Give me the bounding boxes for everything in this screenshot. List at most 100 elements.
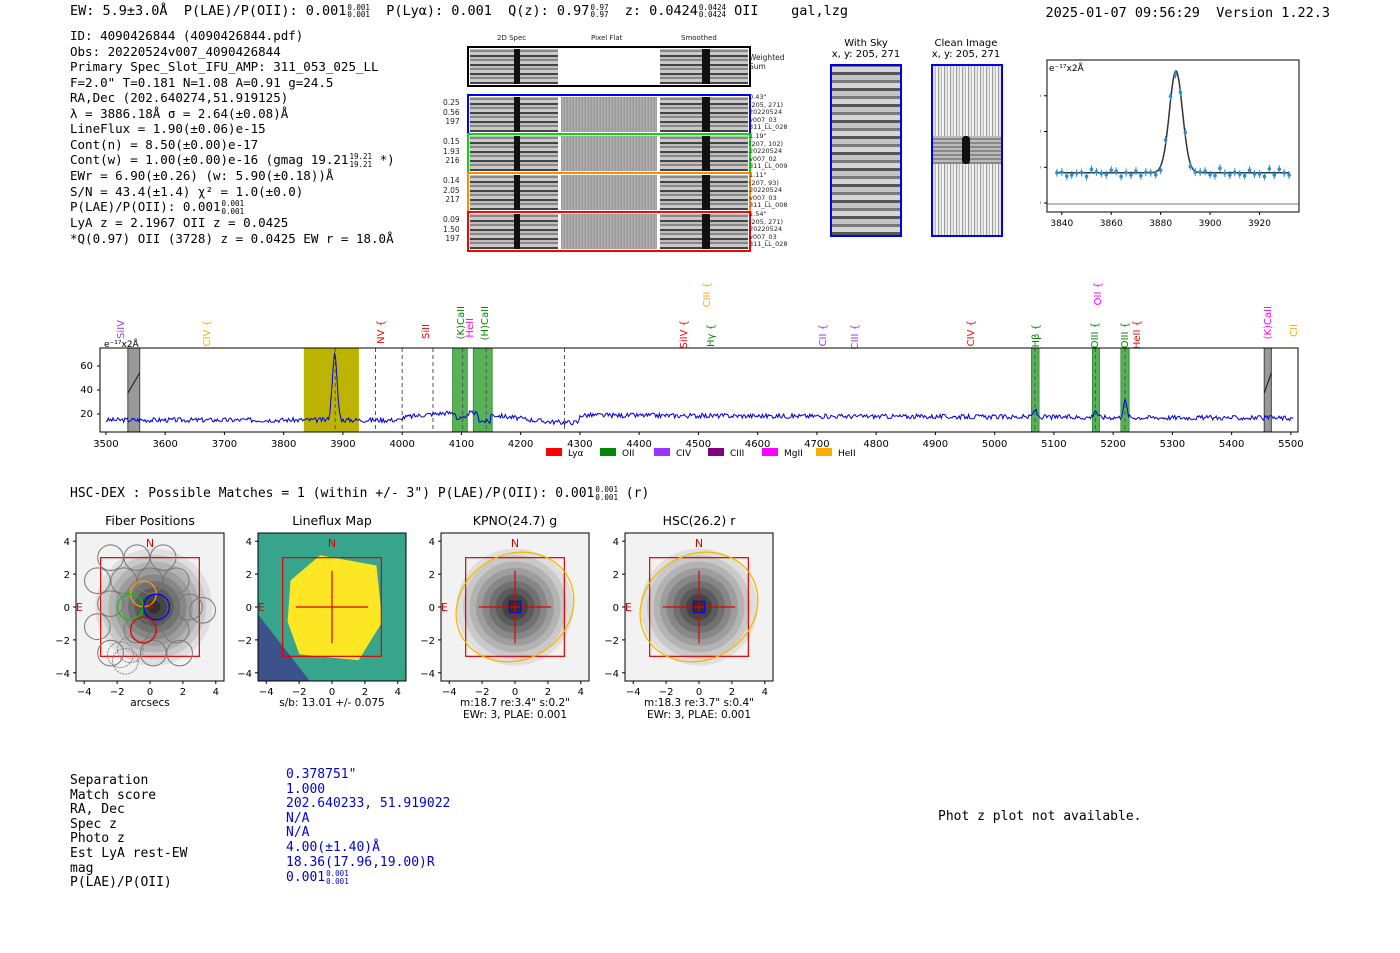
fiber-row-stat: 0.09 xyxy=(443,215,460,224)
zoom-point xyxy=(1163,138,1168,142)
panel-xtick-label: 0 xyxy=(512,687,518,698)
legend-label: CIII xyxy=(730,449,744,459)
weighted-2dspec xyxy=(470,49,558,84)
fiber-row-right-3: 1.11" (207, 93) 20220524 v007_03 311_LL_008 xyxy=(749,171,788,210)
match-value: 202.640233, 51.919022 xyxy=(286,796,451,812)
panel-ytick-label: 0 xyxy=(613,603,619,614)
spectrum-flux-line xyxy=(105,352,1294,426)
line-band xyxy=(1092,347,1100,433)
north-label: N xyxy=(695,537,703,550)
panel-ytick-label: −4 xyxy=(55,669,70,680)
zoom-xtick-label: 3860 xyxy=(1100,219,1123,229)
panel-caption-line2: EWr: 3, PLAE: 0.001 xyxy=(646,709,752,721)
panel-xtick-label: 4 xyxy=(213,687,219,698)
zoom-xtick-label: 3840 xyxy=(1050,219,1073,229)
center-marker: + xyxy=(146,602,154,613)
zoom-unit: e⁻¹⁷x2Å xyxy=(1049,62,1085,74)
with-sky-title: With Sky x, y: 205, 271 xyxy=(831,38,901,60)
fiber-row-stat: 217 xyxy=(445,195,460,204)
match-value: 1.000 xyxy=(286,781,326,797)
fiber-row-meta: 20220524 xyxy=(749,225,783,234)
panel-xtick-label: −4 xyxy=(626,687,641,698)
panel-caption-line2: EWr: 3, PLAE: 0.001 xyxy=(462,709,568,721)
info-contw-text: Cont(w) = 1.00(±0.00)e-16 (gmag 19.21 xyxy=(70,152,349,167)
info-q: *Q(0.97) OII (3728) z = 0.0425 EW r = 18… xyxy=(70,230,394,246)
panel-xtick-label: 4 xyxy=(395,687,401,698)
fiber-circle xyxy=(97,639,124,667)
masked-region-hatch xyxy=(1263,372,1272,394)
zoom-point xyxy=(1208,172,1212,177)
spectrum-xtick-label: 5400 xyxy=(1219,439,1244,450)
spectrum-xtick-label: 4300 xyxy=(567,439,592,450)
header-plae-lo: 0.001 xyxy=(347,10,370,19)
panel-caption-line1: s/b: 13.01 +/- 0.075 xyxy=(279,697,385,709)
lineflux-peak xyxy=(287,555,383,661)
east-label: E xyxy=(625,601,632,614)
panel-title: Lineflux Map xyxy=(292,513,372,528)
zoom-point xyxy=(1139,173,1143,178)
zoom-point xyxy=(1060,170,1064,174)
fiber-row-left-4: 0.09 1.50 197 xyxy=(443,215,460,244)
zoom-point xyxy=(1178,90,1183,95)
fiber-row-stat: 197 xyxy=(445,234,460,243)
zoom-point xyxy=(1055,170,1059,175)
match-label: P(LAE)/P(OII) xyxy=(70,875,172,891)
zoom-point xyxy=(1183,130,1188,135)
fiber-circle xyxy=(84,567,111,595)
zoom-point xyxy=(1252,172,1257,176)
info-params: F=2.0" T=0.181 N=1.08 A=0.91 g=24.5 xyxy=(70,74,334,90)
fiber-circle-dashed xyxy=(107,641,134,669)
lineflux-low xyxy=(258,614,310,681)
fiber-circle-dashed xyxy=(112,647,139,675)
fiber-red xyxy=(129,616,157,644)
zoom-ytick-label: 20 xyxy=(1040,163,1041,173)
panel-xtick-label: 0 xyxy=(329,687,335,698)
spec2d-col-2dspec: 2D Spec xyxy=(497,34,527,42)
panel-ytick-label: −2 xyxy=(55,636,70,647)
aperture-box xyxy=(649,557,749,657)
zoom-point xyxy=(1203,169,1207,173)
info-contw-hi: 19.21 xyxy=(349,152,373,161)
info-obs: Obs: 20220524v007_4090426844 xyxy=(70,43,281,59)
info-lineflux: LineFlux = 1.90(±0.06)e-15 xyxy=(70,121,266,136)
panel-caption: s/b: 13.01 +/- 0.075 xyxy=(248,697,416,709)
panel-ytick-label: 2 xyxy=(64,570,70,581)
zoom-point xyxy=(1242,173,1247,178)
line-band xyxy=(472,347,493,433)
panel-ytick-label: 2 xyxy=(246,570,252,581)
clean-image xyxy=(931,64,1003,237)
fiber-row-stat: 0.14 xyxy=(443,176,460,185)
header-flags: gal,lzg xyxy=(791,3,848,19)
fiber-row-meta: 311_LL_028 xyxy=(749,123,788,132)
legend-label: HeII xyxy=(838,449,856,459)
zoom-point xyxy=(1282,171,1286,175)
zoom-xtick-label: 3880 xyxy=(1149,219,1172,229)
source-marker xyxy=(508,600,522,614)
zoom-point xyxy=(1173,72,1178,77)
zoom-point xyxy=(1084,174,1089,179)
zoom-point xyxy=(1168,94,1173,99)
fiber-circle xyxy=(123,616,151,644)
legend-swatch xyxy=(600,448,616,456)
clean-image-title: Clean Image x, y: 205, 271 xyxy=(931,38,1001,60)
panel-ytick-label: −2 xyxy=(420,636,435,647)
info-plae-lo: 0.001 xyxy=(221,206,245,216)
panel-caption-line1: m:18.7 re:3.4" s:0.2" xyxy=(460,697,570,709)
match-labels: Separation Match score RA, Dec Spec z Photo … xyxy=(70,773,187,891)
spectral-line-label: OII { xyxy=(1093,282,1105,306)
fiber-row-4 xyxy=(467,211,751,252)
spectrum-ytick-label: 60 xyxy=(80,361,93,372)
fiber-row-stat: 0.25 xyxy=(443,98,460,107)
north-label: N xyxy=(511,537,519,550)
panel-ytick-label: −4 xyxy=(237,669,252,680)
match-label: mag xyxy=(70,860,94,876)
match-plae-hi: 0.001 xyxy=(326,869,349,879)
header-z: z: 0.0424 xyxy=(624,3,698,19)
match-label: Spec z xyxy=(70,816,117,832)
zoom-chart: e⁻¹⁷x2Å 0 20 40 60 3840 3860 3880 3900 3920 xyxy=(1040,59,1300,229)
legend-swatch xyxy=(762,448,778,456)
match-plae-lo: 0.001 xyxy=(326,876,349,886)
spectrum-xtick-label: 3800 xyxy=(271,439,296,450)
panel-xtick-label: 0 xyxy=(696,687,702,698)
panel-ytick-label: −2 xyxy=(237,636,252,647)
